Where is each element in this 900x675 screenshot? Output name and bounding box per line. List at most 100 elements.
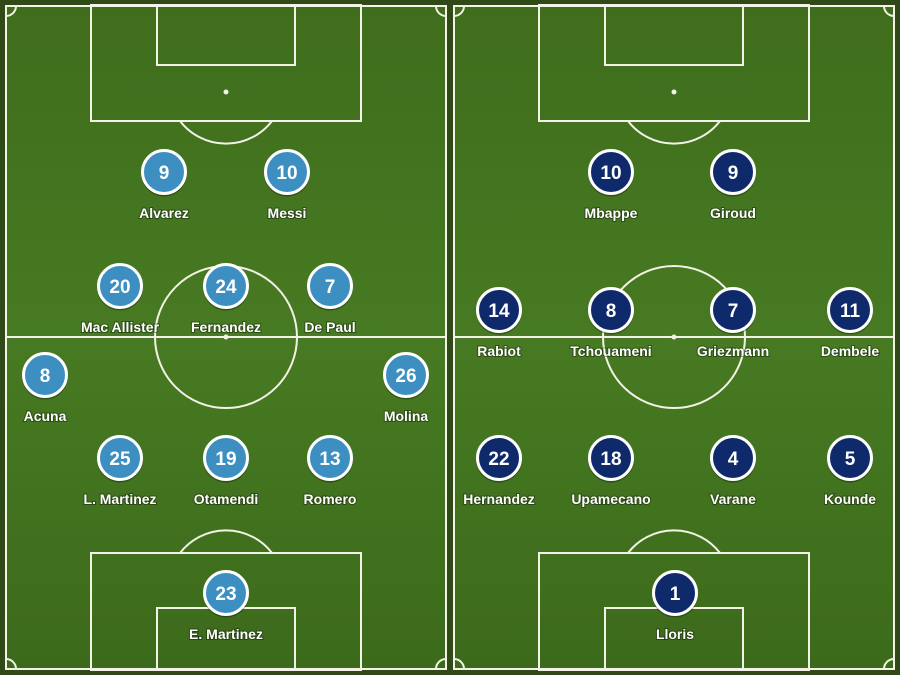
- corner-arc: [453, 658, 465, 670]
- player-name: Molina: [384, 408, 429, 424]
- player-number: 7: [325, 277, 336, 298]
- player-shirt-circle: [710, 435, 756, 481]
- player-name: Kounde: [824, 491, 876, 507]
- penalty-arc-top: [179, 120, 273, 145]
- player-shirt-circle: [827, 435, 873, 481]
- player-marker[interactable]: 26 Molina: [383, 352, 429, 425]
- player-marker[interactable]: 22 Hernandez: [462, 435, 536, 508]
- player-marker[interactable]: 7 Griezmann: [696, 287, 770, 360]
- corner-arc: [883, 5, 895, 17]
- player-name: Mac Allister: [81, 319, 160, 335]
- center-spot: [223, 334, 229, 340]
- player-number: 10: [600, 163, 621, 184]
- player-marker[interactable]: 9 Giroud: [709, 149, 757, 222]
- player-name: L. Martinez: [83, 491, 156, 507]
- player-number: 22: [488, 449, 509, 470]
- penalty-spot-top: [223, 89, 229, 95]
- player-number: 5: [845, 449, 856, 470]
- player-number: 10: [276, 163, 297, 184]
- player-name: Griezmann: [697, 343, 769, 359]
- player-name: Acuna: [24, 408, 67, 424]
- pitch-france: [453, 4, 895, 671]
- player-number: 13: [319, 449, 340, 470]
- player-marker[interactable]: 10 Mbappe: [584, 149, 639, 222]
- player-number: 4: [728, 449, 739, 470]
- player-shirt-circle: [588, 435, 634, 481]
- player-marker[interactable]: 23 E. Martinez: [188, 570, 264, 643]
- player-name: Alvarez: [139, 205, 189, 221]
- player-number: 26: [395, 366, 416, 387]
- player-number: 8: [40, 366, 51, 387]
- player-shirt-circle: [97, 263, 143, 309]
- player-marker[interactable]: 18 Upamecano: [570, 435, 652, 508]
- player-shirt-circle: [141, 149, 187, 195]
- player-shirt-circle: [827, 287, 873, 333]
- corner-arc: [435, 5, 447, 17]
- player-name: Giroud: [710, 205, 756, 221]
- player-shirt-circle: [264, 149, 310, 195]
- player-shirt-circle: [476, 287, 522, 333]
- player-number: 24: [215, 277, 237, 298]
- player-marker[interactable]: 24 Fernandez: [190, 263, 262, 336]
- player-number: 23: [215, 584, 236, 605]
- player-shirt-circle: [383, 352, 429, 398]
- penalty-spot-top: [671, 89, 677, 95]
- player-name: De Paul: [304, 319, 355, 335]
- player-name: Mbappe: [585, 205, 638, 221]
- player-name: Fernandez: [191, 319, 261, 335]
- player-shirt-circle: [652, 570, 698, 616]
- player-marker[interactable]: 20 Mac Allister: [80, 263, 161, 336]
- player-number: 9: [728, 163, 739, 184]
- player-shirt-circle: [97, 435, 143, 481]
- player-number: 11: [840, 301, 861, 322]
- player-marker[interactable]: 1 Lloris: [652, 570, 698, 643]
- player-number: 1: [670, 584, 681, 605]
- player-marker[interactable]: 9 Alvarez: [138, 149, 190, 222]
- player-number: 19: [215, 449, 236, 470]
- player-shirt-circle: [203, 570, 249, 616]
- player-marker[interactable]: 8 Tchouameni: [569, 287, 653, 360]
- corner-arc: [5, 5, 17, 17]
- player-name: Lloris: [656, 626, 694, 642]
- player-name: Dembele: [821, 343, 880, 359]
- pitch-argentina: [5, 4, 447, 671]
- player-number: 8: [606, 301, 617, 322]
- corner-arc: [435, 658, 447, 670]
- player-marker[interactable]: 13 Romero: [303, 435, 357, 508]
- player-marker[interactable]: 7 De Paul: [303, 263, 357, 336]
- player-name: Upamecano: [571, 491, 650, 507]
- goal-area-top: [604, 4, 744, 66]
- player-marker[interactable]: 10 Messi: [264, 149, 310, 222]
- player-shirt-circle: [203, 435, 249, 481]
- player-marker[interactable]: 14 Rabiot: [476, 287, 522, 360]
- player-shirt-circle: [588, 287, 634, 333]
- penalty-arc-bottom: [627, 529, 721, 554]
- player-marker[interactable]: 19 Otamendi: [193, 435, 259, 508]
- player-shirt-circle: [22, 352, 68, 398]
- player-number: 20: [109, 277, 130, 298]
- player-marker[interactable]: 25 L. Martinez: [82, 435, 158, 508]
- player-name: Romero: [304, 491, 357, 507]
- penalty-arc-top: [627, 120, 721, 145]
- player-name: Messi: [268, 205, 307, 221]
- center-spot: [671, 334, 677, 340]
- player-number: 7: [728, 301, 739, 322]
- player-name: Hernandez: [463, 491, 535, 507]
- player-number: 18: [600, 449, 621, 470]
- player-shirt-circle: [588, 149, 634, 195]
- player-name: Tchouameni: [570, 343, 651, 359]
- player-marker[interactable]: 4 Varane: [709, 435, 757, 508]
- player-shirt-circle: [476, 435, 522, 481]
- penalty-arc-bottom: [179, 529, 273, 554]
- player-marker[interactable]: 11 Dembele: [820, 287, 880, 360]
- player-shirt-circle: [203, 263, 249, 309]
- player-number: 9: [159, 163, 170, 184]
- player-name: Rabiot: [477, 343, 521, 359]
- player-marker[interactable]: 5 Kounde: [823, 435, 877, 508]
- player-name: Varane: [710, 491, 756, 507]
- player-name: E. Martinez: [189, 626, 263, 642]
- player-marker[interactable]: 8 Acuna: [22, 352, 68, 425]
- player-shirt-circle: [710, 287, 756, 333]
- player-shirt-circle: [710, 149, 756, 195]
